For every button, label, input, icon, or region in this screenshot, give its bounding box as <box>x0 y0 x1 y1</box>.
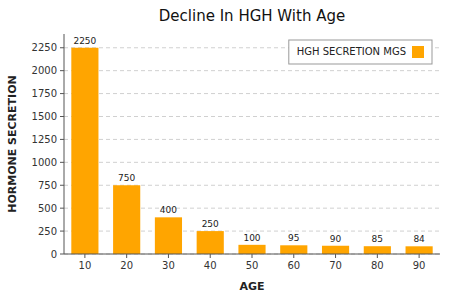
x-tick-label: 20 <box>120 260 133 271</box>
y-tick <box>60 47 64 48</box>
bar <box>406 246 433 254</box>
y-axis <box>64 34 65 254</box>
x-tick <box>84 254 85 258</box>
x-tick <box>335 254 336 258</box>
data-label: 250 <box>202 219 219 229</box>
y-axis-label: HORMONE SECRETION <box>6 75 19 213</box>
chart: 0 250 500 750 1000 1250 1500 1750 2000 2250 2250 75… <box>0 0 450 300</box>
y-tick <box>60 208 64 209</box>
y-tick <box>60 139 64 140</box>
bar <box>113 185 140 254</box>
y-tick-label: 1500 <box>32 111 57 122</box>
y-tick-label: 2250 <box>32 42 57 53</box>
data-label: 100 <box>243 233 260 243</box>
y-tick-label: 1250 <box>32 134 57 145</box>
x-tick-label: 90 <box>413 260 426 271</box>
legend-frame <box>289 40 432 64</box>
x-tick <box>293 254 294 258</box>
bar <box>197 231 224 254</box>
x-tick <box>377 254 378 258</box>
bar <box>364 246 391 254</box>
x-tick <box>419 254 420 258</box>
bars <box>71 48 432 254</box>
data-label: 2250 <box>73 36 96 46</box>
x-tick-label: 40 <box>204 260 217 271</box>
x-tick <box>126 254 127 258</box>
grid-line <box>64 93 440 94</box>
x-tick-label: 70 <box>329 260 342 271</box>
bar <box>280 245 307 254</box>
grid-line <box>64 162 440 163</box>
x-tick-label: 80 <box>371 260 384 271</box>
y-tick <box>60 185 64 186</box>
x-axis-label: AGE <box>239 280 264 293</box>
x-tick <box>210 254 211 258</box>
y-tick-label: 1750 <box>32 88 57 99</box>
y-tick <box>60 93 64 94</box>
y-tick-label: 750 <box>38 180 57 191</box>
legend-swatch <box>412 46 424 58</box>
y-tick-label: 250 <box>38 226 57 237</box>
y-tick <box>60 70 64 71</box>
title: Decline In HGH With Age <box>159 7 345 25</box>
data-label: 84 <box>413 234 425 244</box>
data-label: 90 <box>330 234 342 244</box>
legend-label: HGH SECRETION MGS <box>297 46 406 57</box>
data-label: 85 <box>372 234 383 244</box>
x-tick <box>252 254 253 258</box>
data-label: 95 <box>288 233 299 243</box>
x-tick-label: 60 <box>287 260 300 271</box>
y-tick <box>60 162 64 163</box>
x-tick-label: 50 <box>246 260 259 271</box>
y-tick-label: 1000 <box>32 157 57 168</box>
y-tick-label: 0 <box>51 249 57 260</box>
grid-line <box>64 139 440 140</box>
x-tick-label: 30 <box>162 260 175 271</box>
y-tick-label: 2000 <box>32 65 57 76</box>
legend: HGH SECRETION MGS <box>289 40 432 64</box>
bar <box>71 48 98 254</box>
data-label: 750 <box>118 173 135 183</box>
bar <box>155 217 182 254</box>
y-tick-label: 500 <box>38 203 57 214</box>
grid-line <box>64 116 440 117</box>
y-tick <box>60 231 64 232</box>
y-tick <box>60 116 64 117</box>
x-tick <box>168 254 169 258</box>
bar <box>322 246 349 254</box>
data-label: 400 <box>160 205 177 215</box>
grid-line <box>64 70 440 71</box>
x-tick-label: 10 <box>79 260 92 271</box>
y-tick <box>60 254 64 255</box>
bar <box>238 245 265 254</box>
